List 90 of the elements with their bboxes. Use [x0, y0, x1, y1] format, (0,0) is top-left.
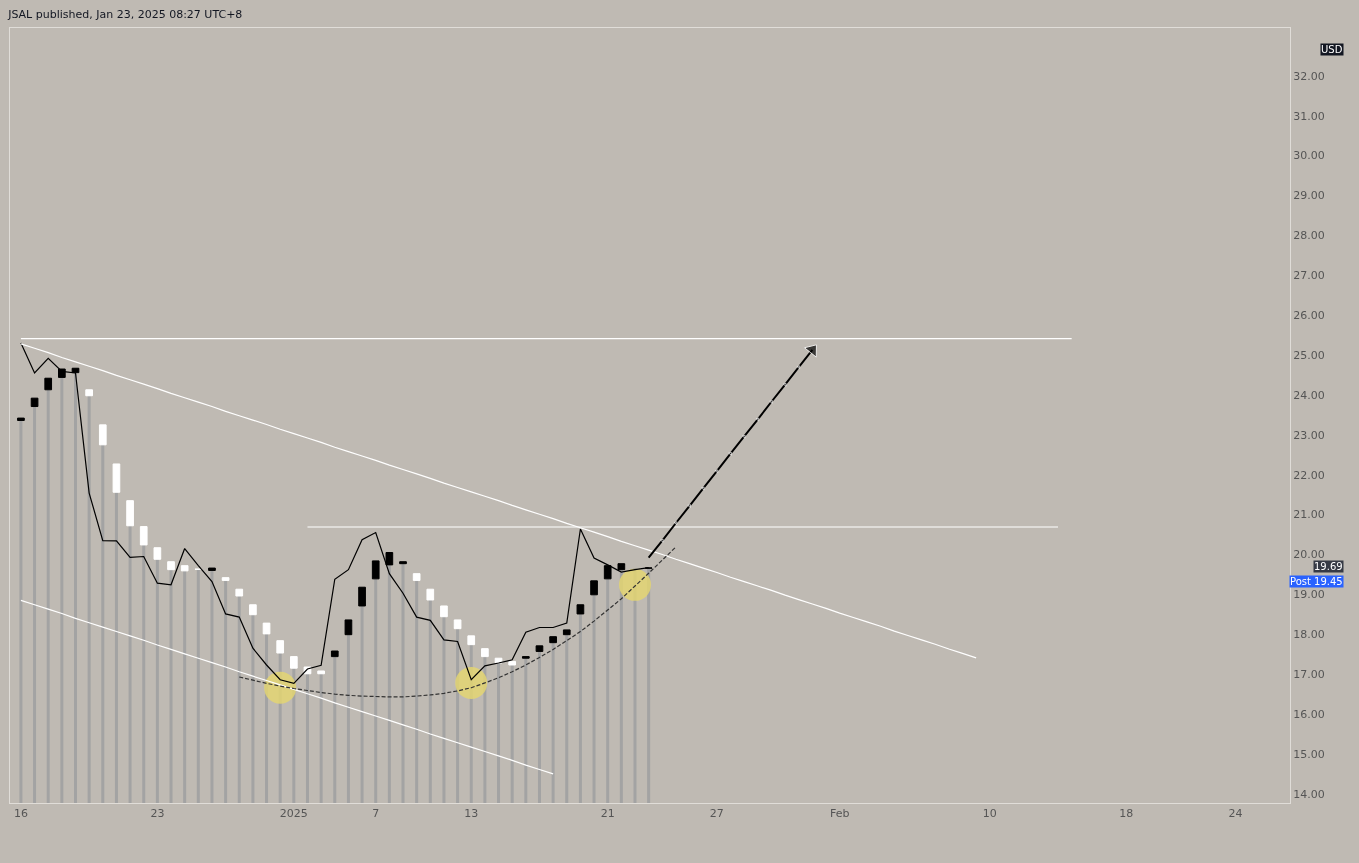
- candlestick: [521, 656, 530, 659]
- y-tick-label: 27.00: [1293, 269, 1325, 283]
- point: [796, 365, 801, 370]
- point: [755, 417, 760, 422]
- x-tick-label: 10: [982, 807, 997, 821]
- y-tick-label: 25.00: [1293, 348, 1325, 362]
- candlestick: [371, 560, 380, 580]
- x-tick-label: 18: [1119, 807, 1134, 821]
- candlestick: [344, 619, 353, 636]
- candlestick: [603, 565, 612, 580]
- y-tick-label: 23.00: [1293, 428, 1325, 442]
- candlestick: [426, 588, 435, 601]
- y-tick-label: 22.00: [1293, 468, 1325, 482]
- candlestick: [235, 588, 244, 597]
- candlestick: [85, 389, 93, 397]
- candlestick: [399, 561, 407, 565]
- candlestick: [167, 561, 175, 571]
- y-tick-label: 18.00: [1293, 628, 1325, 642]
- point: [455, 666, 488, 699]
- candlestick: [453, 619, 462, 630]
- y-tick-label: 16.00: [1293, 707, 1325, 721]
- point: [741, 434, 746, 439]
- x-tick-label: 21: [600, 807, 615, 821]
- candlestick: [535, 645, 544, 652]
- candlestick: [17, 417, 25, 421]
- y-tick-label: 32.00: [1293, 69, 1325, 83]
- line-series: [20, 599, 554, 775]
- point: [769, 400, 773, 404]
- candlestick: [590, 580, 598, 596]
- x-tick-label: 2025: [279, 807, 308, 821]
- y-tick-label: 31.00: [1293, 109, 1325, 123]
- candlestick: [276, 640, 285, 654]
- x-tick-label: 27: [709, 807, 724, 821]
- candlestick: [112, 463, 121, 493]
- candlestick: [481, 648, 489, 658]
- y-tick-label: 26.00: [1293, 309, 1325, 323]
- point: [728, 451, 732, 456]
- x-tick-label: 24: [1228, 807, 1243, 821]
- point: [700, 486, 705, 491]
- candlestick: [617, 563, 626, 571]
- candlestick: [249, 604, 257, 616]
- x-tick-label: 7: [372, 807, 380, 821]
- y-tick-label: 30.00: [1293, 149, 1325, 163]
- candlestick: [385, 552, 394, 566]
- candlestick: [467, 635, 476, 646]
- text: 19.69: [1314, 561, 1343, 572]
- candlestick: [58, 368, 66, 378]
- candlestick: [330, 650, 339, 658]
- chart-title: JSAL published, Jan 23, 2025 08:27 UTC+8: [7, 7, 243, 21]
- candlestick: [549, 636, 557, 644]
- candlestick: [139, 526, 148, 546]
- candlestick: [262, 622, 271, 635]
- y-tick-label: 21.00: [1293, 508, 1325, 522]
- candlestick: [180, 565, 189, 572]
- y-tick-label: 24.00: [1293, 388, 1325, 402]
- candlestick: [153, 547, 162, 560]
- candlestick: [289, 656, 298, 669]
- text: USD: [1321, 44, 1343, 55]
- candlestick: [30, 397, 39, 408]
- candlestick: [317, 670, 325, 675]
- x-tick-label: 13: [464, 807, 479, 821]
- candlestick: [98, 424, 107, 446]
- y-tick-label: 17.00: [1293, 668, 1325, 682]
- point: [687, 504, 691, 508]
- x-tick-label: 16: [13, 807, 28, 821]
- line-series: [238, 546, 677, 698]
- candlestick: [208, 567, 216, 571]
- candlestick: [576, 604, 585, 615]
- y-tick-label: 29.00: [1293, 189, 1325, 203]
- y-tick-label: 14.00: [1293, 787, 1325, 801]
- point: [714, 469, 719, 474]
- candlestick: [126, 500, 134, 527]
- candlestick: [221, 577, 230, 581]
- candlestick: [358, 586, 366, 607]
- candlestick: [508, 660, 517, 666]
- y-tick-label: 19.00: [1293, 588, 1325, 602]
- point: [673, 521, 678, 526]
- x-tick-label: Feb: [829, 807, 850, 821]
- x-tick-label: 23: [150, 807, 165, 821]
- candlestick: [412, 573, 421, 581]
- point: [659, 538, 664, 543]
- point: [782, 382, 787, 387]
- annotation: Post 19.45: [1290, 576, 1343, 587]
- y-tick-label: 20.00: [1293, 548, 1325, 562]
- candlestick: [440, 605, 448, 618]
- y-tick-label: 28.00: [1293, 229, 1325, 243]
- candlestick: [44, 377, 53, 391]
- y-tick-label: 15.00: [1293, 747, 1325, 761]
- point: [619, 568, 651, 601]
- candlestick: [562, 629, 571, 636]
